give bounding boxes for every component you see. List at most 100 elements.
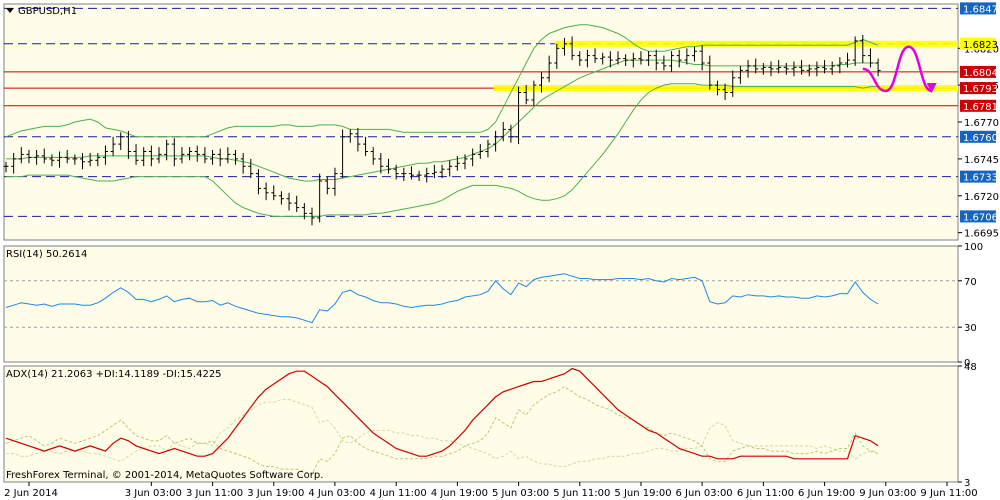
price-bar (332, 167, 338, 196)
forecast-curve (862, 45, 933, 93)
copyright-text: FreshForex Terminal, © 2001-2014, MetaQu… (6, 470, 323, 481)
price-bar (363, 136, 369, 156)
time-axis-label: 5 Jun 03:00 (492, 488, 549, 499)
price-bar (768, 61, 774, 77)
price-bar (531, 80, 537, 106)
adx-indicator: 48 3 (5, 362, 977, 489)
price-bar (370, 147, 376, 165)
price-bar (676, 49, 682, 68)
rsi-title: RSI(14) 50.2614 (6, 249, 87, 260)
price-bar (225, 147, 231, 164)
price-bar (408, 166, 414, 180)
rsi-indicator: 100 70 30 0 (4, 242, 983, 369)
main-chart-title: GBPUSD,H1 (18, 6, 77, 17)
price-bar (508, 124, 514, 143)
main-chart-area[interactable] (3, 3, 959, 241)
price-bar (95, 153, 101, 167)
price-bar (760, 63, 766, 75)
price-bar (454, 155, 460, 171)
price-bar (347, 129, 353, 143)
price-bar (317, 173, 323, 223)
price-bar (233, 150, 238, 165)
price-bar (470, 148, 476, 167)
price-tags: 1.6847 1.6823 1.6804 1.6793 1.6781 1.6760 1.67… (960, 2, 998, 223)
price-tag-label: 1.6733 (963, 173, 998, 184)
price-axis-label: 1.6695 (964, 229, 999, 240)
price-bar (661, 55, 667, 71)
yellow-zone (493, 85, 958, 92)
time-axis-label: 4 Jun 03:00 (308, 488, 365, 499)
price-bar (592, 48, 598, 63)
price-bar (3, 161, 9, 173)
price-bar (255, 169, 261, 195)
rsi-axis-label: 30 (964, 323, 977, 334)
price-bar (814, 61, 820, 77)
price-tag-label: 1.6823 (963, 40, 998, 51)
time-axis-label: 4 Jun 11:00 (370, 488, 427, 499)
price-bar (867, 48, 873, 68)
rsi-chart-area[interactable] (3, 245, 959, 363)
price-bar (600, 52, 606, 65)
time-axis-label: 9 Jun 11:00 (920, 488, 977, 499)
chevron-down-icon[interactable] (6, 8, 14, 13)
price-tag: 1.6823 (960, 37, 998, 51)
price-bar (240, 153, 246, 174)
time-axis-label: 5 Jun 11:00 (553, 488, 610, 499)
price-bar (875, 58, 881, 77)
price-tag: 1.6847 (960, 2, 998, 15)
price-bar (776, 60, 782, 74)
main-title-group[interactable]: GBPUSD,H1 (6, 6, 77, 17)
price-bar (294, 195, 300, 212)
price-bar (623, 54, 629, 66)
time-axis-label: 3 Jun 19:00 (247, 488, 304, 499)
price-tag-label: 1.6706 (963, 212, 998, 223)
price-bar (845, 52, 850, 68)
price-tag: 1.6781 (960, 99, 998, 113)
price-bar (57, 151, 63, 168)
price-tag-box (960, 170, 996, 183)
support-resistance-zones (493, 40, 958, 92)
price-bar (447, 160, 453, 177)
price-bar (638, 51, 644, 65)
price-tag-label: 1.6793 (963, 84, 998, 95)
rsi-line (5, 273, 879, 324)
adx-chart-area[interactable] (3, 365, 959, 483)
time-axis-label: 9 Jun 03:00 (859, 488, 916, 499)
price-tag-box (960, 65, 996, 78)
price-bar (171, 138, 177, 167)
plus-di-line (5, 385, 879, 475)
minus-di-line (6, 399, 879, 467)
price-bar (156, 147, 162, 164)
price-bar (852, 36, 858, 66)
price-bar (64, 150, 70, 164)
price-bar (546, 55, 552, 83)
time-axis-label: 3 Jun 11:00 (186, 488, 243, 499)
price-bar (462, 154, 468, 170)
price-bar (653, 49, 659, 71)
price-bar (271, 185, 277, 201)
price-bar (485, 139, 491, 158)
price-bar (737, 65, 743, 84)
price-bar (783, 63, 789, 75)
price-bar (141, 147, 147, 167)
adx-axis-label: 3 (964, 478, 970, 489)
bollinger-upper-line (5, 24, 879, 138)
price-bar (248, 158, 254, 179)
price-tag-label: 1.6781 (963, 102, 998, 113)
price-bar (118, 132, 124, 150)
price-bar (386, 158, 391, 174)
price-tag: 1.6793 (960, 82, 998, 95)
price-bar (516, 86, 522, 145)
price-bar (179, 147, 185, 164)
rsi-axis-label: 70 (964, 277, 977, 288)
price-tag-box (960, 99, 996, 112)
time-axis-label: 5 Jun 19:00 (614, 488, 671, 499)
price-bar (577, 51, 583, 66)
time-axis-label: 3 Jun 03:00 (125, 488, 182, 499)
price-axis-label: 1.6720 (964, 192, 999, 203)
price-bar (477, 144, 483, 159)
price-bar (324, 176, 330, 195)
price-tag-label: 1.6804 (963, 68, 998, 79)
price-bar (799, 60, 805, 75)
